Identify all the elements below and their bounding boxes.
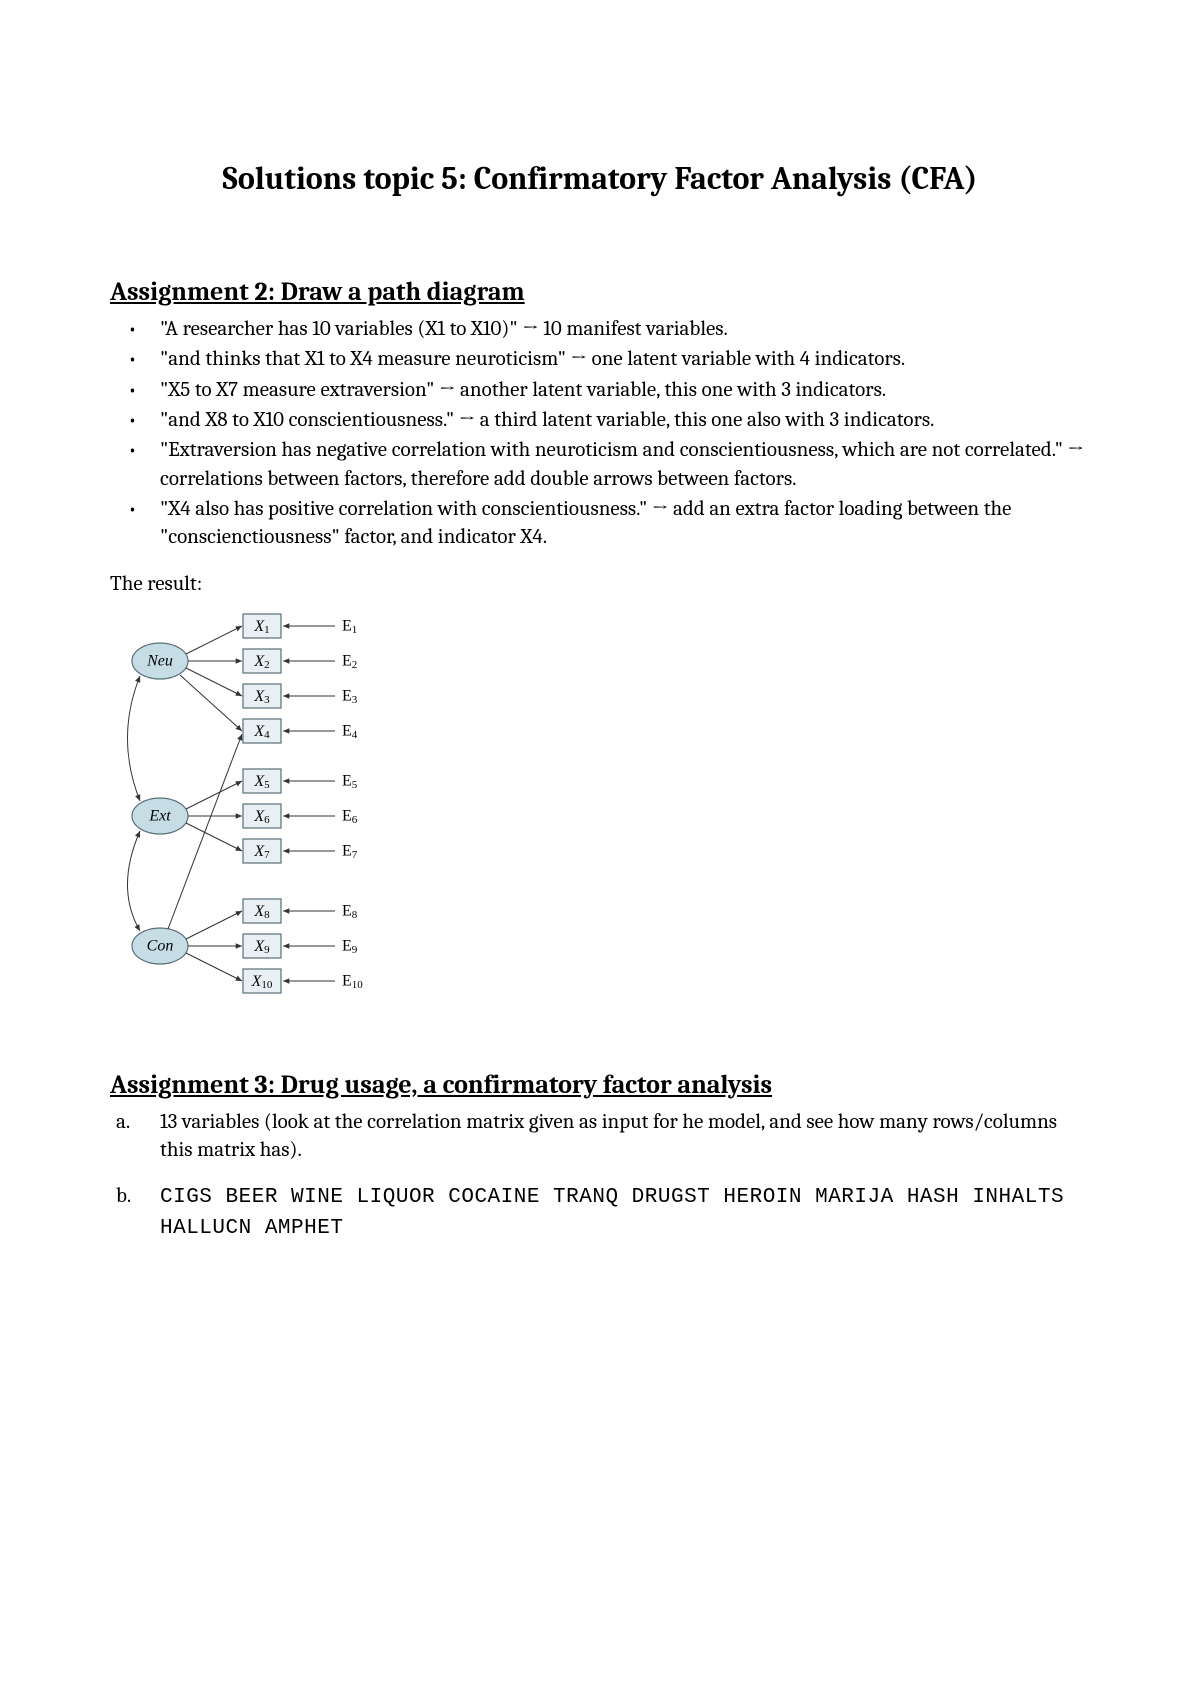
assignment-3-items: a. 13 variables (look at the correlation… — [110, 1108, 1090, 1243]
err-e3-label: E3 — [342, 687, 358, 706]
err-e10-label: E10 — [342, 972, 363, 991]
err-e7-label: E7 — [342, 842, 358, 861]
indicator-group: X1 E1 X2 E2 X3 E3 X4 E4 X5 — [243, 614, 363, 993]
err-e1-label: E1 — [342, 617, 357, 636]
item-marker: a. — [116, 1108, 130, 1136]
path-diagram: Neu Ext Con — [110, 606, 1090, 1010]
err-e9-label: E9 — [342, 937, 358, 956]
document-page: Solutions topic 5: Confirmatory Factor A… — [0, 0, 1200, 1361]
bullet-item: "and X8 to X10 conscientiousness." → a t… — [110, 406, 1090, 434]
factor-neu-label: Neu — [146, 652, 173, 669]
lettered-item: b. CIGS BEER WINE LIQUOR COCAINE TRANQ D… — [110, 1182, 1090, 1243]
load-neu-x4 — [180, 675, 242, 731]
item-text: CIGS BEER WINE LIQUOR COCAINE TRANQ DRUG… — [160, 1186, 1064, 1239]
bullet-item: "Extraversion has negative correlation w… — [110, 436, 1090, 493]
load-con-x8 — [186, 911, 242, 939]
load-neu-x3 — [186, 668, 242, 696]
item-text: 13 variables (look at the correlation ma… — [160, 1110, 1057, 1162]
bullet-item: "and thinks that X1 to X4 measure neurot… — [110, 345, 1090, 373]
load-con-x4 — [168, 734, 242, 929]
bullet-item: "X5 to X7 measure extraversion" → anothe… — [110, 376, 1090, 404]
bullet-item: "A researcher has 10 variables (X1 to X1… — [110, 315, 1090, 343]
bullet-item: "X4 also has positive correlation with c… — [110, 495, 1090, 552]
factor-ext-label: Ext — [148, 807, 171, 824]
err-e5-label: E5 — [342, 772, 358, 791]
factor-con-label: Con — [147, 937, 174, 954]
assignment-2-bullets: "A researcher has 10 variables (X1 to X1… — [110, 315, 1090, 552]
item-marker: b. — [116, 1182, 131, 1210]
load-ext-x5 — [186, 781, 242, 809]
assignment-3-heading: Assignment 3: Drug usage, a confirmatory… — [110, 1070, 1090, 1100]
path-diagram-svg: Neu Ext Con — [110, 606, 430, 1006]
assignment-2-heading: Assignment 2: Draw a path diagram — [110, 277, 1090, 307]
corr-neu-ext — [128, 676, 141, 801]
page-title: Solutions topic 5: Confirmatory Factor A… — [110, 160, 1090, 197]
load-con-x10 — [186, 953, 242, 981]
load-neu-x1 — [186, 626, 242, 654]
corr-ext-con — [128, 831, 141, 931]
result-label: The result: — [110, 572, 1090, 596]
err-e2-label: E2 — [342, 652, 357, 671]
err-e6-label: E6 — [342, 807, 358, 826]
load-ext-x7 — [186, 823, 242, 851]
lettered-item: a. 13 variables (look at the correlation… — [110, 1108, 1090, 1165]
err-e8-label: E8 — [342, 902, 358, 921]
err-e4-label: E4 — [342, 722, 358, 741]
